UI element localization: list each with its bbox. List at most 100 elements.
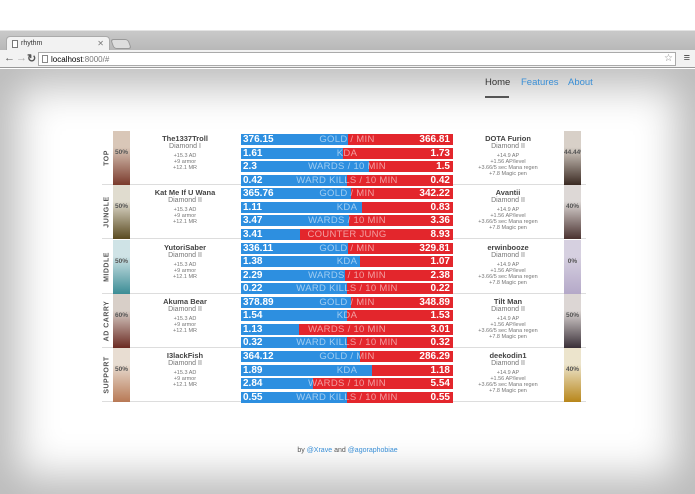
nav-features[interactable]: Features — [521, 77, 559, 88]
right-value: 348.89 — [419, 296, 450, 308]
bar-left-fill — [241, 337, 347, 349]
right-value: 1.73 — [430, 147, 450, 159]
left-champion-portrait[interactable]: 50% — [113, 185, 130, 240]
author-link-agoraphobiae[interactable]: @agoraphobiae — [347, 447, 398, 454]
player-rank: Diamond II — [491, 143, 525, 150]
bar-left-fill — [241, 228, 300, 240]
right-value: 3.36 — [430, 215, 450, 227]
rune-stat: +3.66/5 sec Mana regen — [478, 165, 538, 171]
bar-label: WARDS / 10 MIN — [308, 269, 386, 281]
right-value: 0.55 — [430, 391, 450, 403]
right-champion-portrait[interactable]: 40% — [564, 185, 581, 240]
role-text: JUNGLE — [103, 196, 111, 228]
browser-tab[interactable]: rhythm ✕ — [6, 36, 110, 51]
close-tab-icon[interactable]: ✕ — [97, 39, 104, 48]
rune-stat: +12.1 MR — [173, 219, 197, 226]
url-path: :8000/# — [82, 55, 110, 64]
right-player-info: deekodin1 Diamond II +14.9 AP +1.56 AP/le… — [453, 351, 563, 394]
player-name[interactable]: Kat Me If U Wana — [154, 188, 216, 198]
right-value: 2.38 — [430, 269, 450, 281]
right-champion-portrait[interactable]: 40% — [564, 348, 581, 403]
stat-bar: KDA 1.38 1.07 — [241, 256, 453, 268]
right-champion-portrait[interactable]: 44.44% — [564, 131, 581, 185]
stat-bar: GOLD / MIN 336.11 329.81 — [241, 242, 453, 254]
comparison-bars: GOLD / MIN 365.76 342.22 KDA 1.11 0.83 W… — [241, 188, 453, 242]
rune-stat: +7.8 Magic pen — [489, 333, 527, 340]
stat-bar: KDA 1.11 0.83 — [241, 201, 453, 213]
right-value: 3.01 — [430, 323, 450, 335]
player-name[interactable]: Tilt Man — [493, 296, 523, 306]
left-champion-portrait[interactable]: 50% — [113, 239, 130, 294]
left-champion-portrait[interactable]: 50% — [113, 131, 130, 185]
bookmark-star-icon[interactable]: ☆ — [664, 53, 673, 64]
stat-bar: WARD KILLS / 10 MIN 0.32 0.32 — [241, 337, 453, 349]
bar-left-fill — [241, 256, 361, 268]
player-name[interactable]: The1337Troll — [162, 134, 208, 143]
footer-by: by — [297, 447, 305, 454]
right-win-rate: 0% — [567, 257, 578, 265]
browser-tab-bar: rhythm ✕ — [0, 0, 695, 51]
matchup-row-top: TOP 50% The1337Troll Diamond I +15.3 AD +… — [100, 131, 586, 186]
player-rank: Diamond II — [168, 360, 202, 368]
bar-left-fill — [241, 188, 351, 200]
player-name[interactable]: I3lackFish — [166, 351, 204, 361]
right-champion-portrait[interactable]: 0% — [564, 239, 581, 294]
player-rank: Diamond II — [491, 360, 525, 368]
nav-about[interactable]: About — [568, 77, 593, 88]
player-name[interactable]: YutoriSaber — [163, 242, 207, 252]
bar-label: WARD KILLS / 10 MIN — [296, 337, 398, 349]
player-name[interactable]: deekodin1 — [489, 351, 527, 361]
rune-stat: +15.3 AD — [173, 315, 197, 322]
rune-stat: +3.66/5 sec Mana regen — [478, 273, 538, 280]
player-name[interactable]: DOTA Furion — [485, 134, 531, 143]
player-name[interactable]: erwinbooze — [487, 242, 529, 252]
left-champion-portrait[interactable]: 60% — [113, 293, 130, 348]
back-icon[interactable]: ← — [4, 52, 15, 64]
left-player-info: The1337Troll Diamond I +15.3 AD +9 armor +… — [130, 134, 240, 171]
rune-stat: +15.3 AD — [173, 153, 197, 159]
bar-label: GOLD / MIN — [319, 351, 375, 363]
left-value: 0.55 — [243, 391, 263, 403]
forward-icon[interactable]: → — [16, 52, 27, 64]
bar-label: GOLD / MIN — [319, 188, 375, 200]
bar-left-fill — [241, 310, 348, 322]
rune-stat: +1.56 AP/level — [490, 159, 526, 165]
rune-stat: +14.9 AP — [496, 315, 520, 322]
player-rank: Diamond II — [491, 251, 525, 259]
bar-label: WARDS / 10 MIN — [308, 378, 386, 390]
stat-bar: WARD KILLS / 10 MIN 0.42 0.42 — [241, 174, 453, 186]
left-player-info: Kat Me If U Wana Diamond II +15.3 AD +9 a… — [130, 188, 240, 225]
new-tab-button[interactable] — [110, 39, 132, 49]
right-value: 1.53 — [430, 310, 450, 322]
right-value: 0.22 — [430, 283, 450, 295]
left-champion-portrait[interactable]: 50% — [113, 348, 130, 403]
bar-label: KDA — [336, 256, 358, 268]
right-value: 1.07 — [430, 256, 450, 268]
reload-icon[interactable]: ↻ — [27, 53, 37, 65]
tab-title: rhythm — [21, 40, 43, 47]
author-link-xrave[interactable]: @Xrave — [306, 447, 333, 454]
role-label: TOP — [100, 131, 114, 185]
bar-left-fill — [241, 323, 299, 335]
player-rank: Diamond II — [168, 197, 202, 205]
role-text: SUPPORT — [103, 356, 111, 394]
rune-stat: +15.3 AD — [173, 207, 197, 214]
bar-label: WARD KILLS / 10 MIN — [296, 391, 398, 403]
right-value: 329.81 — [419, 242, 450, 254]
rune-stat: +14.9 AP — [496, 370, 520, 377]
player-name[interactable]: Akuma Bear — [163, 296, 207, 306]
right-champion-portrait[interactable]: 50% — [564, 293, 581, 348]
rune-stat: +3.66/5 sec Mana regen — [478, 219, 538, 226]
nav-home[interactable]: Home — [485, 77, 511, 88]
menu-icon[interactable]: ≡ — [683, 52, 690, 64]
bar-label: KDA — [336, 201, 358, 213]
bar-left-fill — [241, 391, 347, 403]
address-bar[interactable]: localhost:8000/# ☆ — [38, 52, 676, 66]
stat-bar: KDA 1.61 1.73 — [241, 147, 453, 159]
bar-left-fill — [241, 296, 352, 308]
rune-stat: +14.9 AP — [496, 207, 520, 214]
left-player-info: Akuma Bear Diamond II +15.3 AD +9 armor +1… — [130, 297, 240, 334]
bar-label: KDA — [336, 147, 358, 159]
bar-left-fill — [241, 364, 372, 376]
player-name[interactable]: Avantii — [495, 188, 521, 198]
